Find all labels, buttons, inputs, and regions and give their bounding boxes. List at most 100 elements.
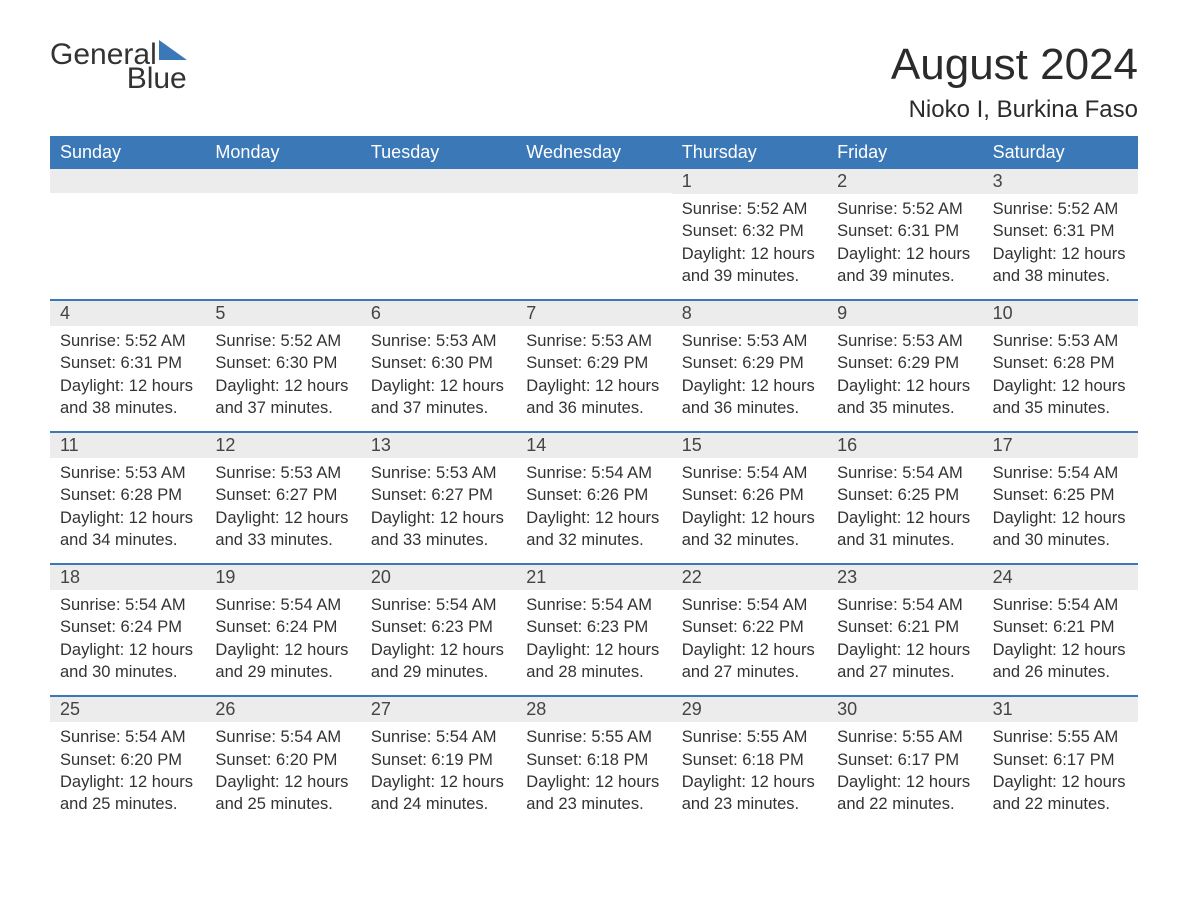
sunset-text: Sunset: 6:18 PM: [682, 749, 817, 771]
day-number: 13: [361, 433, 516, 458]
week-row: 25Sunrise: 5:54 AMSunset: 6:20 PMDayligh…: [50, 695, 1138, 827]
sunrise-text: Sunrise: 5:53 AM: [60, 462, 195, 484]
day-number: 15: [672, 433, 827, 458]
day-number: [205, 169, 360, 193]
day-number: 4: [50, 301, 205, 326]
day-cell: [205, 169, 360, 299]
sunset-text: Sunset: 6:30 PM: [371, 352, 506, 374]
day-details: Sunrise: 5:54 AMSunset: 6:20 PMDaylight:…: [50, 722, 205, 815]
sunrise-text: Sunrise: 5:54 AM: [371, 726, 506, 748]
daylight-text: Daylight: 12 hours and 36 minutes.: [682, 375, 817, 420]
daylight-text: Daylight: 12 hours and 34 minutes.: [60, 507, 195, 552]
daylight-text: Daylight: 12 hours and 30 minutes.: [993, 507, 1128, 552]
day-cell: 20Sunrise: 5:54 AMSunset: 6:23 PMDayligh…: [361, 565, 516, 695]
day-details: Sunrise: 5:52 AMSunset: 6:30 PMDaylight:…: [205, 326, 360, 419]
sunrise-text: Sunrise: 5:52 AM: [215, 330, 350, 352]
day-number: 6: [361, 301, 516, 326]
sunset-text: Sunset: 6:19 PM: [371, 749, 506, 771]
day-cell: 29Sunrise: 5:55 AMSunset: 6:18 PMDayligh…: [672, 697, 827, 827]
sunrise-text: Sunrise: 5:54 AM: [837, 594, 972, 616]
sunset-text: Sunset: 6:20 PM: [60, 749, 195, 771]
day-cell: 5Sunrise: 5:52 AMSunset: 6:30 PMDaylight…: [205, 301, 360, 431]
sunset-text: Sunset: 6:32 PM: [682, 220, 817, 242]
daylight-text: Daylight: 12 hours and 22 minutes.: [993, 771, 1128, 816]
day-number: 27: [361, 697, 516, 722]
daylight-text: Daylight: 12 hours and 32 minutes.: [682, 507, 817, 552]
day-number: [516, 169, 671, 193]
day-details: Sunrise: 5:53 AMSunset: 6:30 PMDaylight:…: [361, 326, 516, 419]
sunrise-text: Sunrise: 5:54 AM: [682, 594, 817, 616]
sunset-text: Sunset: 6:26 PM: [526, 484, 661, 506]
daylight-text: Daylight: 12 hours and 37 minutes.: [215, 375, 350, 420]
daylight-text: Daylight: 12 hours and 35 minutes.: [837, 375, 972, 420]
weekday-friday: Friday: [827, 136, 982, 169]
sunrise-text: Sunrise: 5:55 AM: [993, 726, 1128, 748]
day-cell: 11Sunrise: 5:53 AMSunset: 6:28 PMDayligh…: [50, 433, 205, 563]
sunrise-text: Sunrise: 5:53 AM: [837, 330, 972, 352]
day-details: Sunrise: 5:55 AMSunset: 6:18 PMDaylight:…: [672, 722, 827, 815]
logo-text: General Blue: [50, 40, 187, 94]
sunset-text: Sunset: 6:28 PM: [993, 352, 1128, 374]
day-details: Sunrise: 5:54 AMSunset: 6:25 PMDaylight:…: [983, 458, 1138, 551]
day-number: 30: [827, 697, 982, 722]
day-number: 3: [983, 169, 1138, 194]
sunrise-text: Sunrise: 5:54 AM: [682, 462, 817, 484]
sunset-text: Sunset: 6:27 PM: [215, 484, 350, 506]
weekday-header-row: Sunday Monday Tuesday Wednesday Thursday…: [50, 136, 1138, 169]
title-block: August 2024 Nioko I, Burkina Faso: [891, 40, 1138, 124]
day-number: 5: [205, 301, 360, 326]
day-number: 14: [516, 433, 671, 458]
day-cell: 17Sunrise: 5:54 AMSunset: 6:25 PMDayligh…: [983, 433, 1138, 563]
day-details: Sunrise: 5:54 AMSunset: 6:23 PMDaylight:…: [516, 590, 671, 683]
day-cell: 16Sunrise: 5:54 AMSunset: 6:25 PMDayligh…: [827, 433, 982, 563]
daylight-text: Daylight: 12 hours and 39 minutes.: [682, 243, 817, 288]
day-cell: 2Sunrise: 5:52 AMSunset: 6:31 PMDaylight…: [827, 169, 982, 299]
day-details: Sunrise: 5:55 AMSunset: 6:17 PMDaylight:…: [983, 722, 1138, 815]
sunrise-text: Sunrise: 5:53 AM: [682, 330, 817, 352]
day-number: 11: [50, 433, 205, 458]
daylight-text: Daylight: 12 hours and 27 minutes.: [682, 639, 817, 684]
sunset-text: Sunset: 6:26 PM: [682, 484, 817, 506]
sunrise-text: Sunrise: 5:54 AM: [215, 726, 350, 748]
daylight-text: Daylight: 12 hours and 27 minutes.: [837, 639, 972, 684]
day-cell: 3Sunrise: 5:52 AMSunset: 6:31 PMDaylight…: [983, 169, 1138, 299]
day-number: 7: [516, 301, 671, 326]
sunrise-text: Sunrise: 5:54 AM: [60, 594, 195, 616]
day-number: 10: [983, 301, 1138, 326]
week-row: 18Sunrise: 5:54 AMSunset: 6:24 PMDayligh…: [50, 563, 1138, 695]
daylight-text: Daylight: 12 hours and 30 minutes.: [60, 639, 195, 684]
page-header: General Blue August 2024 Nioko I, Burkin…: [50, 40, 1138, 124]
sunset-text: Sunset: 6:29 PM: [682, 352, 817, 374]
sunset-text: Sunset: 6:20 PM: [215, 749, 350, 771]
day-number: 20: [361, 565, 516, 590]
sunset-text: Sunset: 6:23 PM: [371, 616, 506, 638]
daylight-text: Daylight: 12 hours and 35 minutes.: [993, 375, 1128, 420]
day-cell: 1Sunrise: 5:52 AMSunset: 6:32 PMDaylight…: [672, 169, 827, 299]
day-cell: 22Sunrise: 5:54 AMSunset: 6:22 PMDayligh…: [672, 565, 827, 695]
weeks-container: 1Sunrise: 5:52 AMSunset: 6:32 PMDaylight…: [50, 169, 1138, 827]
sunset-text: Sunset: 6:31 PM: [837, 220, 972, 242]
sunrise-text: Sunrise: 5:52 AM: [682, 198, 817, 220]
daylight-text: Daylight: 12 hours and 32 minutes.: [526, 507, 661, 552]
sunrise-text: Sunrise: 5:53 AM: [526, 330, 661, 352]
day-number: 29: [672, 697, 827, 722]
sunset-text: Sunset: 6:25 PM: [993, 484, 1128, 506]
day-details: Sunrise: 5:53 AMSunset: 6:27 PMDaylight:…: [205, 458, 360, 551]
sunset-text: Sunset: 6:29 PM: [526, 352, 661, 374]
daylight-text: Daylight: 12 hours and 38 minutes.: [60, 375, 195, 420]
calendar: Sunday Monday Tuesday Wednesday Thursday…: [50, 136, 1138, 827]
day-details: Sunrise: 5:54 AMSunset: 6:26 PMDaylight:…: [516, 458, 671, 551]
location: Nioko I, Burkina Faso: [891, 96, 1138, 124]
day-details: Sunrise: 5:54 AMSunset: 6:22 PMDaylight:…: [672, 590, 827, 683]
sunset-text: Sunset: 6:25 PM: [837, 484, 972, 506]
daylight-text: Daylight: 12 hours and 38 minutes.: [993, 243, 1128, 288]
day-number: 2: [827, 169, 982, 194]
day-details: Sunrise: 5:54 AMSunset: 6:24 PMDaylight:…: [50, 590, 205, 683]
day-number: 19: [205, 565, 360, 590]
month-title: August 2024: [891, 40, 1138, 90]
daylight-text: Daylight: 12 hours and 24 minutes.: [371, 771, 506, 816]
day-number: 17: [983, 433, 1138, 458]
day-cell: 9Sunrise: 5:53 AMSunset: 6:29 PMDaylight…: [827, 301, 982, 431]
sunset-text: Sunset: 6:17 PM: [993, 749, 1128, 771]
day-cell: 13Sunrise: 5:53 AMSunset: 6:27 PMDayligh…: [361, 433, 516, 563]
